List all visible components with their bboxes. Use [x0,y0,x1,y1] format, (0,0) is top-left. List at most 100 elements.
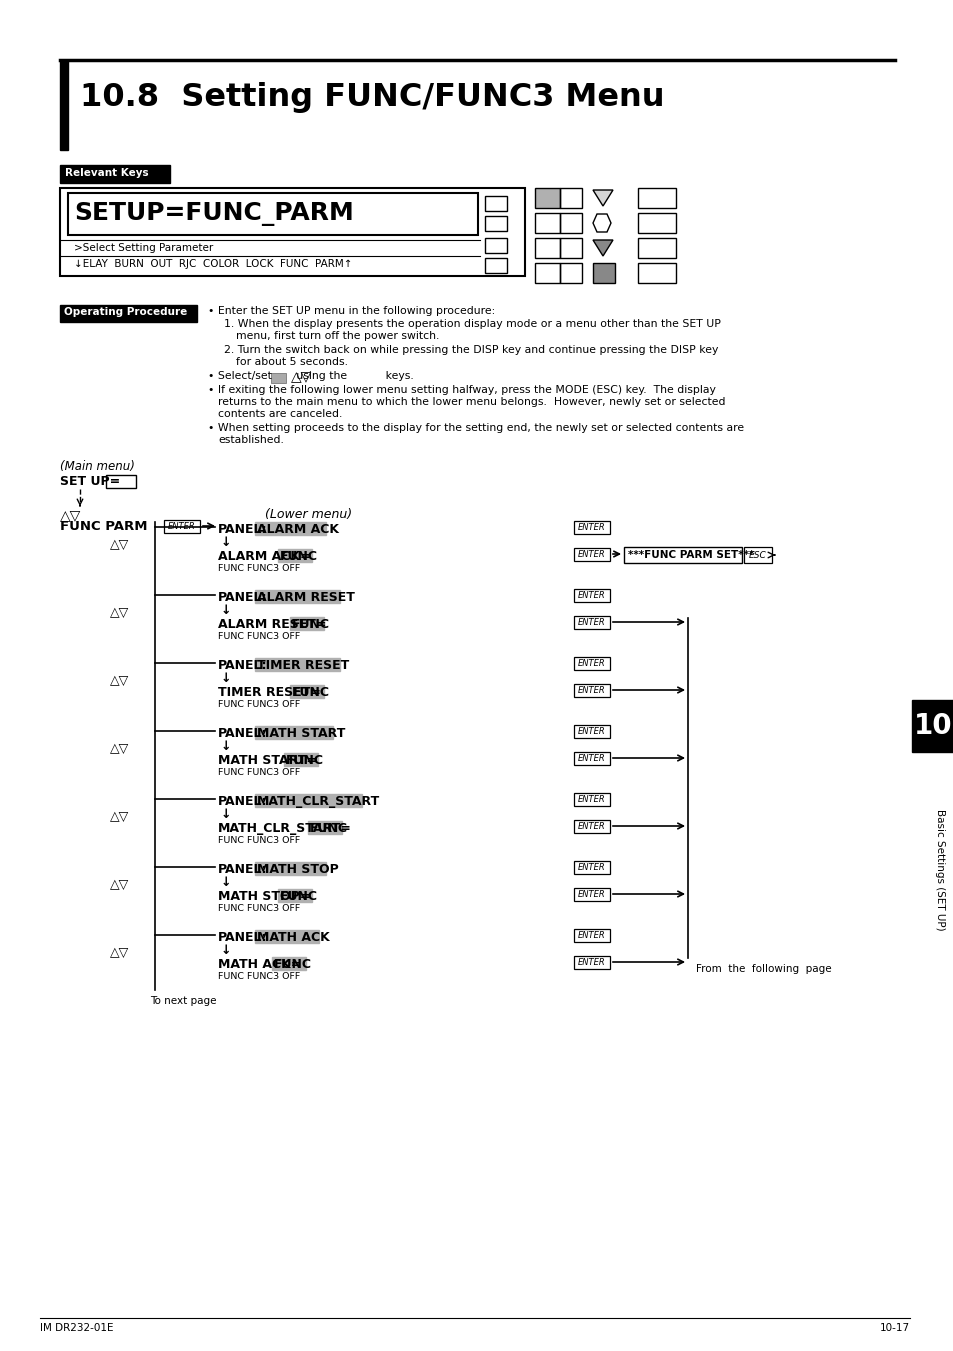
Bar [254,590,340,603]
Bar [254,862,326,875]
Text: △▽: △▽ [110,742,129,755]
Text: 1. When the display presents the operation display mode or a menu other than the: 1. When the display presents the operati… [224,319,720,330]
Bar [574,521,609,534]
Bar [484,216,506,231]
Bar [638,188,676,208]
Bar [272,957,306,970]
Bar [60,59,68,150]
Bar [254,521,326,535]
Text: PANEL:: PANEL: [218,659,267,671]
Text: FUNC FUNC3 OFF: FUNC FUNC3 OFF [218,971,300,981]
Text: △▽: △▽ [110,674,129,688]
Text: FUNC FUNC3 OFF: FUNC FUNC3 OFF [218,632,300,640]
Text: Relevant Keys: Relevant Keys [65,168,149,178]
Text: • If exiting the following lower menu setting halfway, press the MODE (ESC) key.: • If exiting the following lower menu se… [208,385,715,394]
Text: FUNC: FUNC [280,550,317,563]
Bar [271,373,286,382]
Text: (Main menu): (Main menu) [60,459,134,473]
Bar [574,589,609,603]
Bar [68,193,477,235]
Text: IM DR232-01E: IM DR232-01E [40,1323,113,1333]
Text: for about 5 seconds.: for about 5 seconds. [235,357,348,367]
Text: ↓: ↓ [221,536,232,549]
Bar [484,258,506,273]
Bar [254,929,318,943]
Bar [254,794,361,807]
Text: 10: 10 [913,712,951,740]
Text: SET UP=: SET UP= [60,476,120,488]
Text: Operating Procedure: Operating Procedure [64,307,187,317]
Text: △▽: △▽ [110,811,129,823]
Text: • Enter the SET UP menu in the following procedure:: • Enter the SET UP menu in the following… [208,305,495,316]
Bar [574,753,609,765]
Text: △▽: △▽ [110,946,129,959]
Text: PANEL:: PANEL: [218,794,267,808]
Text: ALARM RESET: ALARM RESET [256,590,355,604]
Text: ENTER: ENTER [578,550,605,559]
Text: MATH ACK=: MATH ACK= [218,958,301,971]
Text: TIMER RESET=: TIMER RESET= [218,686,320,698]
Bar [308,821,341,834]
Bar [593,263,615,282]
Text: 10-17: 10-17 [879,1323,909,1333]
Text: ENTER: ENTER [578,617,605,627]
Text: >Select Setting Parameter: >Select Setting Parameter [74,243,213,253]
Bar [164,520,200,534]
Text: contents are canceled.: contents are canceled. [218,409,342,419]
Bar [574,725,609,738]
Text: PANEL:: PANEL: [218,523,267,536]
Text: FUNC PARM: FUNC PARM [60,520,148,534]
Text: ALARM ACK: ALARM ACK [256,523,338,536]
Text: MATH ACK: MATH ACK [256,931,330,944]
Text: MATH START: MATH START [256,727,345,740]
Text: FUNC: FUNC [292,617,330,631]
Bar [106,476,136,488]
Bar [284,753,317,766]
Text: Basic Settings (SET UP): Basic Settings (SET UP) [934,809,944,931]
Text: FUNC: FUNC [286,754,324,767]
Text: ↓: ↓ [221,671,232,685]
Bar [559,213,581,232]
Text: To next page: To next page [150,996,216,1006]
Bar [60,188,524,276]
Text: (Lower menu): (Lower menu) [265,508,352,521]
Text: FUNC: FUNC [280,890,317,902]
Text: ENTER: ENTER [578,686,605,694]
Text: ENTER: ENTER [578,659,605,667]
Text: MATH START=: MATH START= [218,754,316,767]
Polygon shape [593,190,613,205]
Bar [574,657,609,670]
Bar [254,658,340,671]
Bar [277,889,312,902]
Text: returns to the main menu to which the lower menu belongs.  However, newly set or: returns to the main menu to which the lo… [218,397,724,407]
Bar [574,861,609,874]
Text: TIMER RESET: TIMER RESET [256,659,349,671]
Text: ↓: ↓ [221,740,232,753]
Text: FUNC: FUNC [274,958,312,971]
Text: ENTER: ENTER [578,590,605,600]
Bar [574,616,609,630]
Bar [60,305,196,322]
Text: FUNC: FUNC [292,686,330,698]
Text: △▽: △▽ [110,607,129,619]
Text: established.: established. [218,435,284,444]
Bar [254,725,333,739]
Text: FUNC FUNC3 OFF: FUNC FUNC3 OFF [218,904,300,913]
Bar [638,213,676,232]
Text: ENTER: ENTER [578,794,605,804]
Text: △▽: △▽ [291,369,312,382]
Text: △▽: △▽ [110,878,129,892]
Text: ↓: ↓ [221,604,232,617]
Text: ENTER: ENTER [578,890,605,898]
Text: ENTER: ENTER [578,958,605,967]
Text: MATH_CLR_START: MATH_CLR_START [256,794,380,808]
Text: PANEL:: PANEL: [218,590,267,604]
Text: SETUP=FUNC_PARM: SETUP=FUNC_PARM [74,203,354,226]
Bar [484,196,506,211]
Bar [535,213,559,232]
Text: ENTER: ENTER [168,521,195,531]
Text: ALARM RESET=: ALARM RESET= [218,617,326,631]
Text: FUNC: FUNC [310,821,348,835]
Bar [60,165,170,182]
Text: ENTER: ENTER [578,523,605,532]
